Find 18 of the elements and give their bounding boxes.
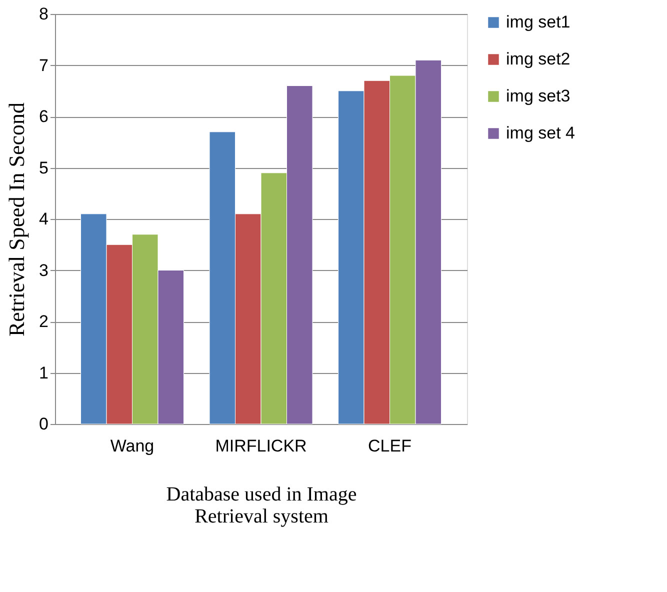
x-tick-label: CLEF — [368, 436, 412, 456]
y-tick-label: 0 — [39, 414, 48, 434]
x-tick-label: Wang — [110, 436, 154, 456]
y-axis-title: Retrieval Speed In Second — [4, 102, 30, 336]
y-tick-label: 2 — [39, 312, 48, 331]
y-tick-label: 8 — [39, 4, 48, 24]
legend-label: img set 4 — [506, 124, 575, 142]
x-tick-label: MIRFLICKR — [215, 436, 307, 456]
y-tick-label: 6 — [39, 107, 48, 126]
y-tick-label: 4 — [39, 210, 48, 228]
x-axis-title: Database used in Image Retrieval system — [166, 484, 357, 528]
legend-label: img set3 — [506, 86, 570, 106]
y-tick-label: 7 — [39, 56, 48, 75]
y-tick-label: 1 — [39, 363, 48, 382]
y-tick-label: 5 — [39, 158, 48, 178]
legend-label: img set1 — [506, 12, 570, 32]
legend-label: img set2 — [506, 50, 570, 68]
y-tick-label: 3 — [39, 260, 48, 280]
